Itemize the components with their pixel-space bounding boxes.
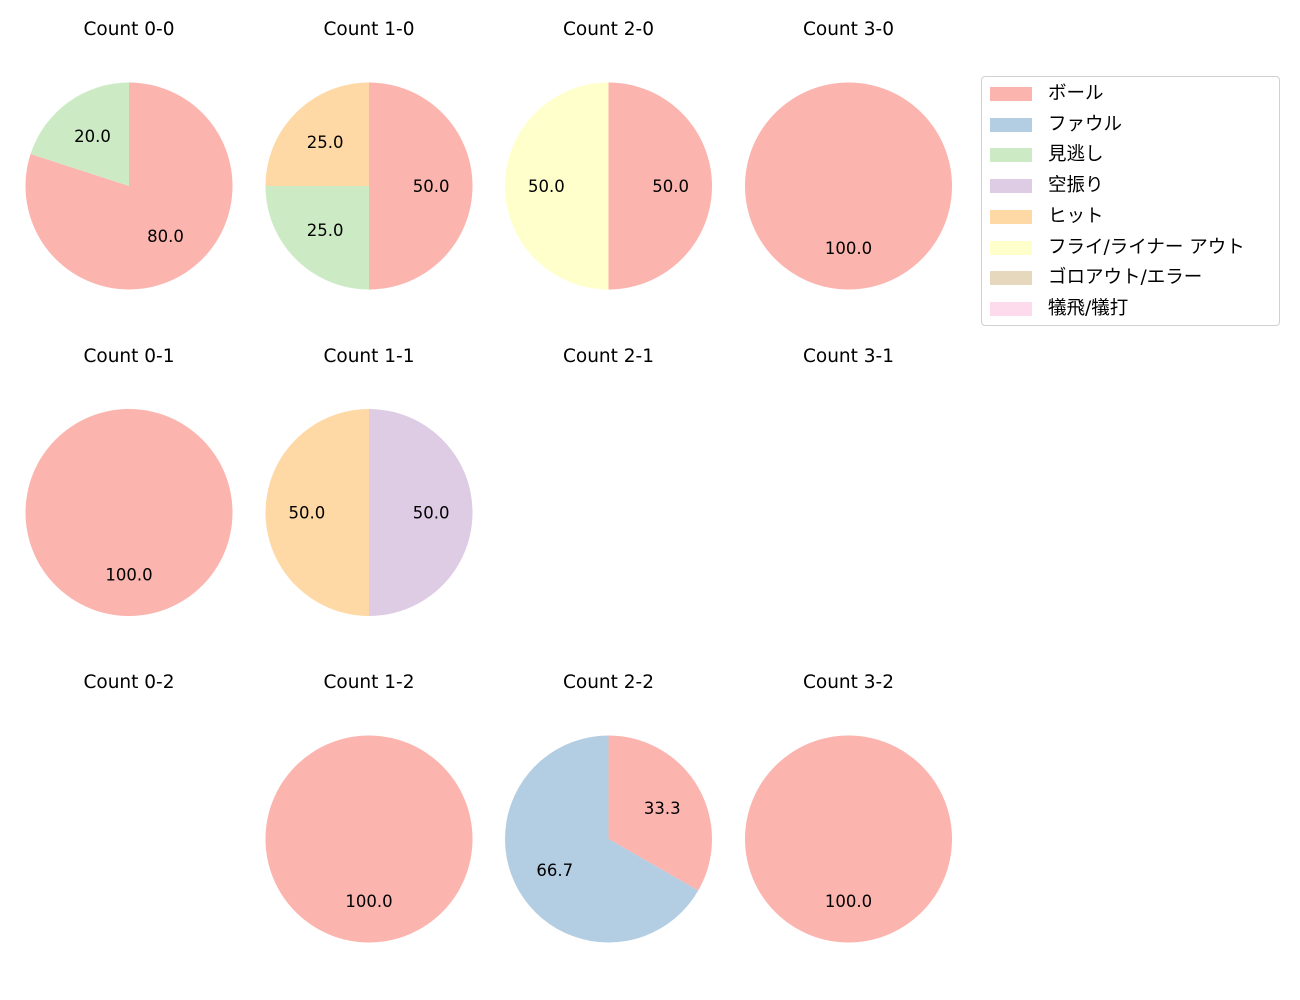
subplot-title: Count 2-1 <box>563 346 654 367</box>
pie-subplot: Count 3-0 100.0 <box>745 19 952 290</box>
slice-percent-label: 50.0 <box>289 504 326 523</box>
pie-slice <box>608 735 712 891</box>
slice-percent-label: 50.0 <box>413 504 450 523</box>
legend-swatch <box>990 148 1032 163</box>
subplot-title: Count 1-1 <box>323 346 414 367</box>
slice-percent-label: 50.0 <box>652 177 689 196</box>
pie-subplot: Count 1-1 50.0 50.0 <box>265 346 473 616</box>
legend-swatch <box>990 271 1032 286</box>
slice-percent-label: 50.0 <box>528 177 565 196</box>
pie-slice <box>30 82 129 186</box>
legend-swatch <box>990 301 1032 316</box>
pie-slice <box>265 409 369 616</box>
pie-subplot: Count 2-1 <box>563 346 654 367</box>
legend-label: 見逃し <box>1048 144 1104 166</box>
legend-label: フライ/ライナー アウト <box>1048 236 1245 258</box>
pie-slice <box>369 409 473 616</box>
legend-swatch <box>990 240 1032 255</box>
pie-subplot: Count 1-2 100.0 <box>265 672 473 943</box>
slice-percent-label: 20.0 <box>74 127 111 146</box>
chart-legend: ボール ファウル 見逃し 空振り ヒット フライ/ライナー アウト ゴロアウト/… <box>981 76 1280 326</box>
legend-label: ボール <box>1048 83 1104 104</box>
pie-slice <box>504 735 699 943</box>
subplot-title: Count 1-0 <box>323 19 414 40</box>
pie-slice <box>265 735 473 943</box>
pie-slice <box>25 409 233 616</box>
slice-percent-label: 33.3 <box>644 799 681 818</box>
pie-subplot: Count 3-2 100.0 <box>745 672 952 943</box>
subplot-title: Count 2-0 <box>563 19 654 40</box>
legend-swatch <box>990 179 1032 194</box>
subplot-title: Count 2-2 <box>563 672 654 693</box>
pie-slice <box>505 82 609 290</box>
legend-swatch <box>990 87 1032 101</box>
legend-label: 犠飛/犠打 <box>1048 297 1129 319</box>
pie-subplot: Count 0-0 80.0 20.0 <box>25 19 233 290</box>
slice-percent-label: 100.0 <box>825 892 872 911</box>
pie-slice <box>369 82 473 290</box>
slice-percent-label: 25.0 <box>307 133 344 152</box>
legend-label: ゴロアウト/エラー <box>1048 267 1203 289</box>
subplot-title: Count 0-0 <box>83 19 174 40</box>
pie-slice <box>608 82 712 290</box>
slice-percent-label: 80.0 <box>147 227 184 246</box>
pie-subplot: Count 3-1 <box>803 346 894 367</box>
pie-subplot: Count 2-0 50.0 50.0 <box>505 19 712 290</box>
pie-slice <box>265 186 369 290</box>
pie-subplot: Count 2-2 33.3 66.7 <box>504 672 712 943</box>
slice-percent-label: 100.0 <box>105 566 152 585</box>
pie-slice <box>25 82 233 290</box>
pie-subplot: Count 0-1 100.0 <box>25 346 233 616</box>
legend-label: 空振り <box>1048 175 1104 197</box>
subplot-title: Count 1-2 <box>323 672 414 693</box>
slice-percent-label: 25.0 <box>307 221 344 240</box>
slice-percent-label: 100.0 <box>345 892 392 911</box>
subplot-title: Count 0-1 <box>83 346 174 367</box>
subplot-title: Count 3-1 <box>803 346 894 367</box>
slice-percent-label: 100.0 <box>825 239 872 258</box>
pie-subplot: Count 0-2 <box>83 672 174 693</box>
legend-label: ヒット <box>1048 205 1104 227</box>
legend-swatch <box>990 117 1032 132</box>
subplot-title: Count 0-2 <box>83 672 174 693</box>
legend-swatch <box>990 209 1032 224</box>
slice-percent-label: 50.0 <box>413 177 450 196</box>
pie-slice <box>745 82 952 290</box>
pie-subplot: Count 1-0 50.0 25.0 25.0 <box>265 19 473 290</box>
legend-label: ファウル <box>1048 113 1123 135</box>
pie-slice <box>745 735 952 943</box>
slice-percent-label: 66.7 <box>536 861 573 880</box>
subplot-title: Count 3-2 <box>803 672 894 693</box>
subplot-title: Count 3-0 <box>803 19 894 40</box>
pie-slice <box>265 82 369 186</box>
